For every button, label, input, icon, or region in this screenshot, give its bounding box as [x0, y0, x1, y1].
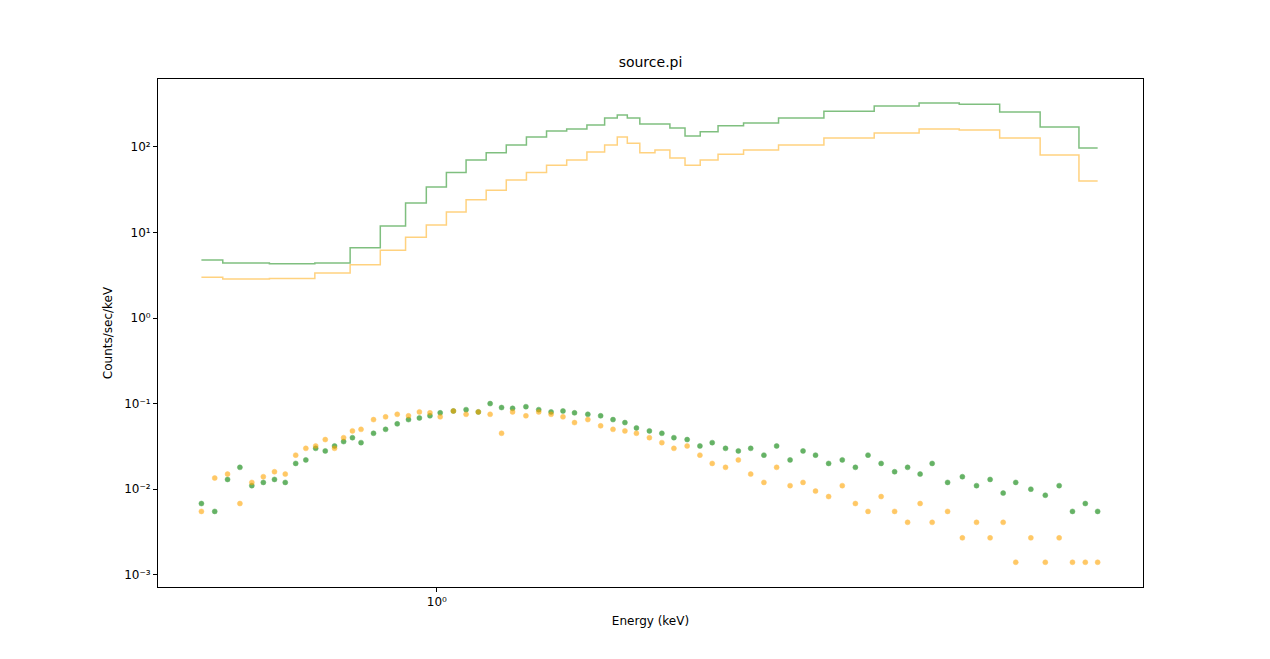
svg-text:10⁻³: 10⁻³: [124, 568, 151, 582]
svg-text:10⁰: 10⁰: [131, 311, 151, 325]
svg-text:10²: 10²: [131, 140, 151, 154]
svg-text:10⁻¹: 10⁻¹: [124, 397, 151, 411]
svg-text:10¹: 10¹: [131, 226, 151, 240]
svg-text:Counts/sec/keV: Counts/sec/keV: [101, 286, 115, 379]
svg-text:source.pi: source.pi: [619, 54, 683, 70]
svg-text:10⁰: 10⁰: [427, 595, 447, 609]
svg-text:10⁻²: 10⁻²: [124, 482, 151, 496]
svg-text:Energy (keV): Energy (keV): [612, 614, 689, 628]
